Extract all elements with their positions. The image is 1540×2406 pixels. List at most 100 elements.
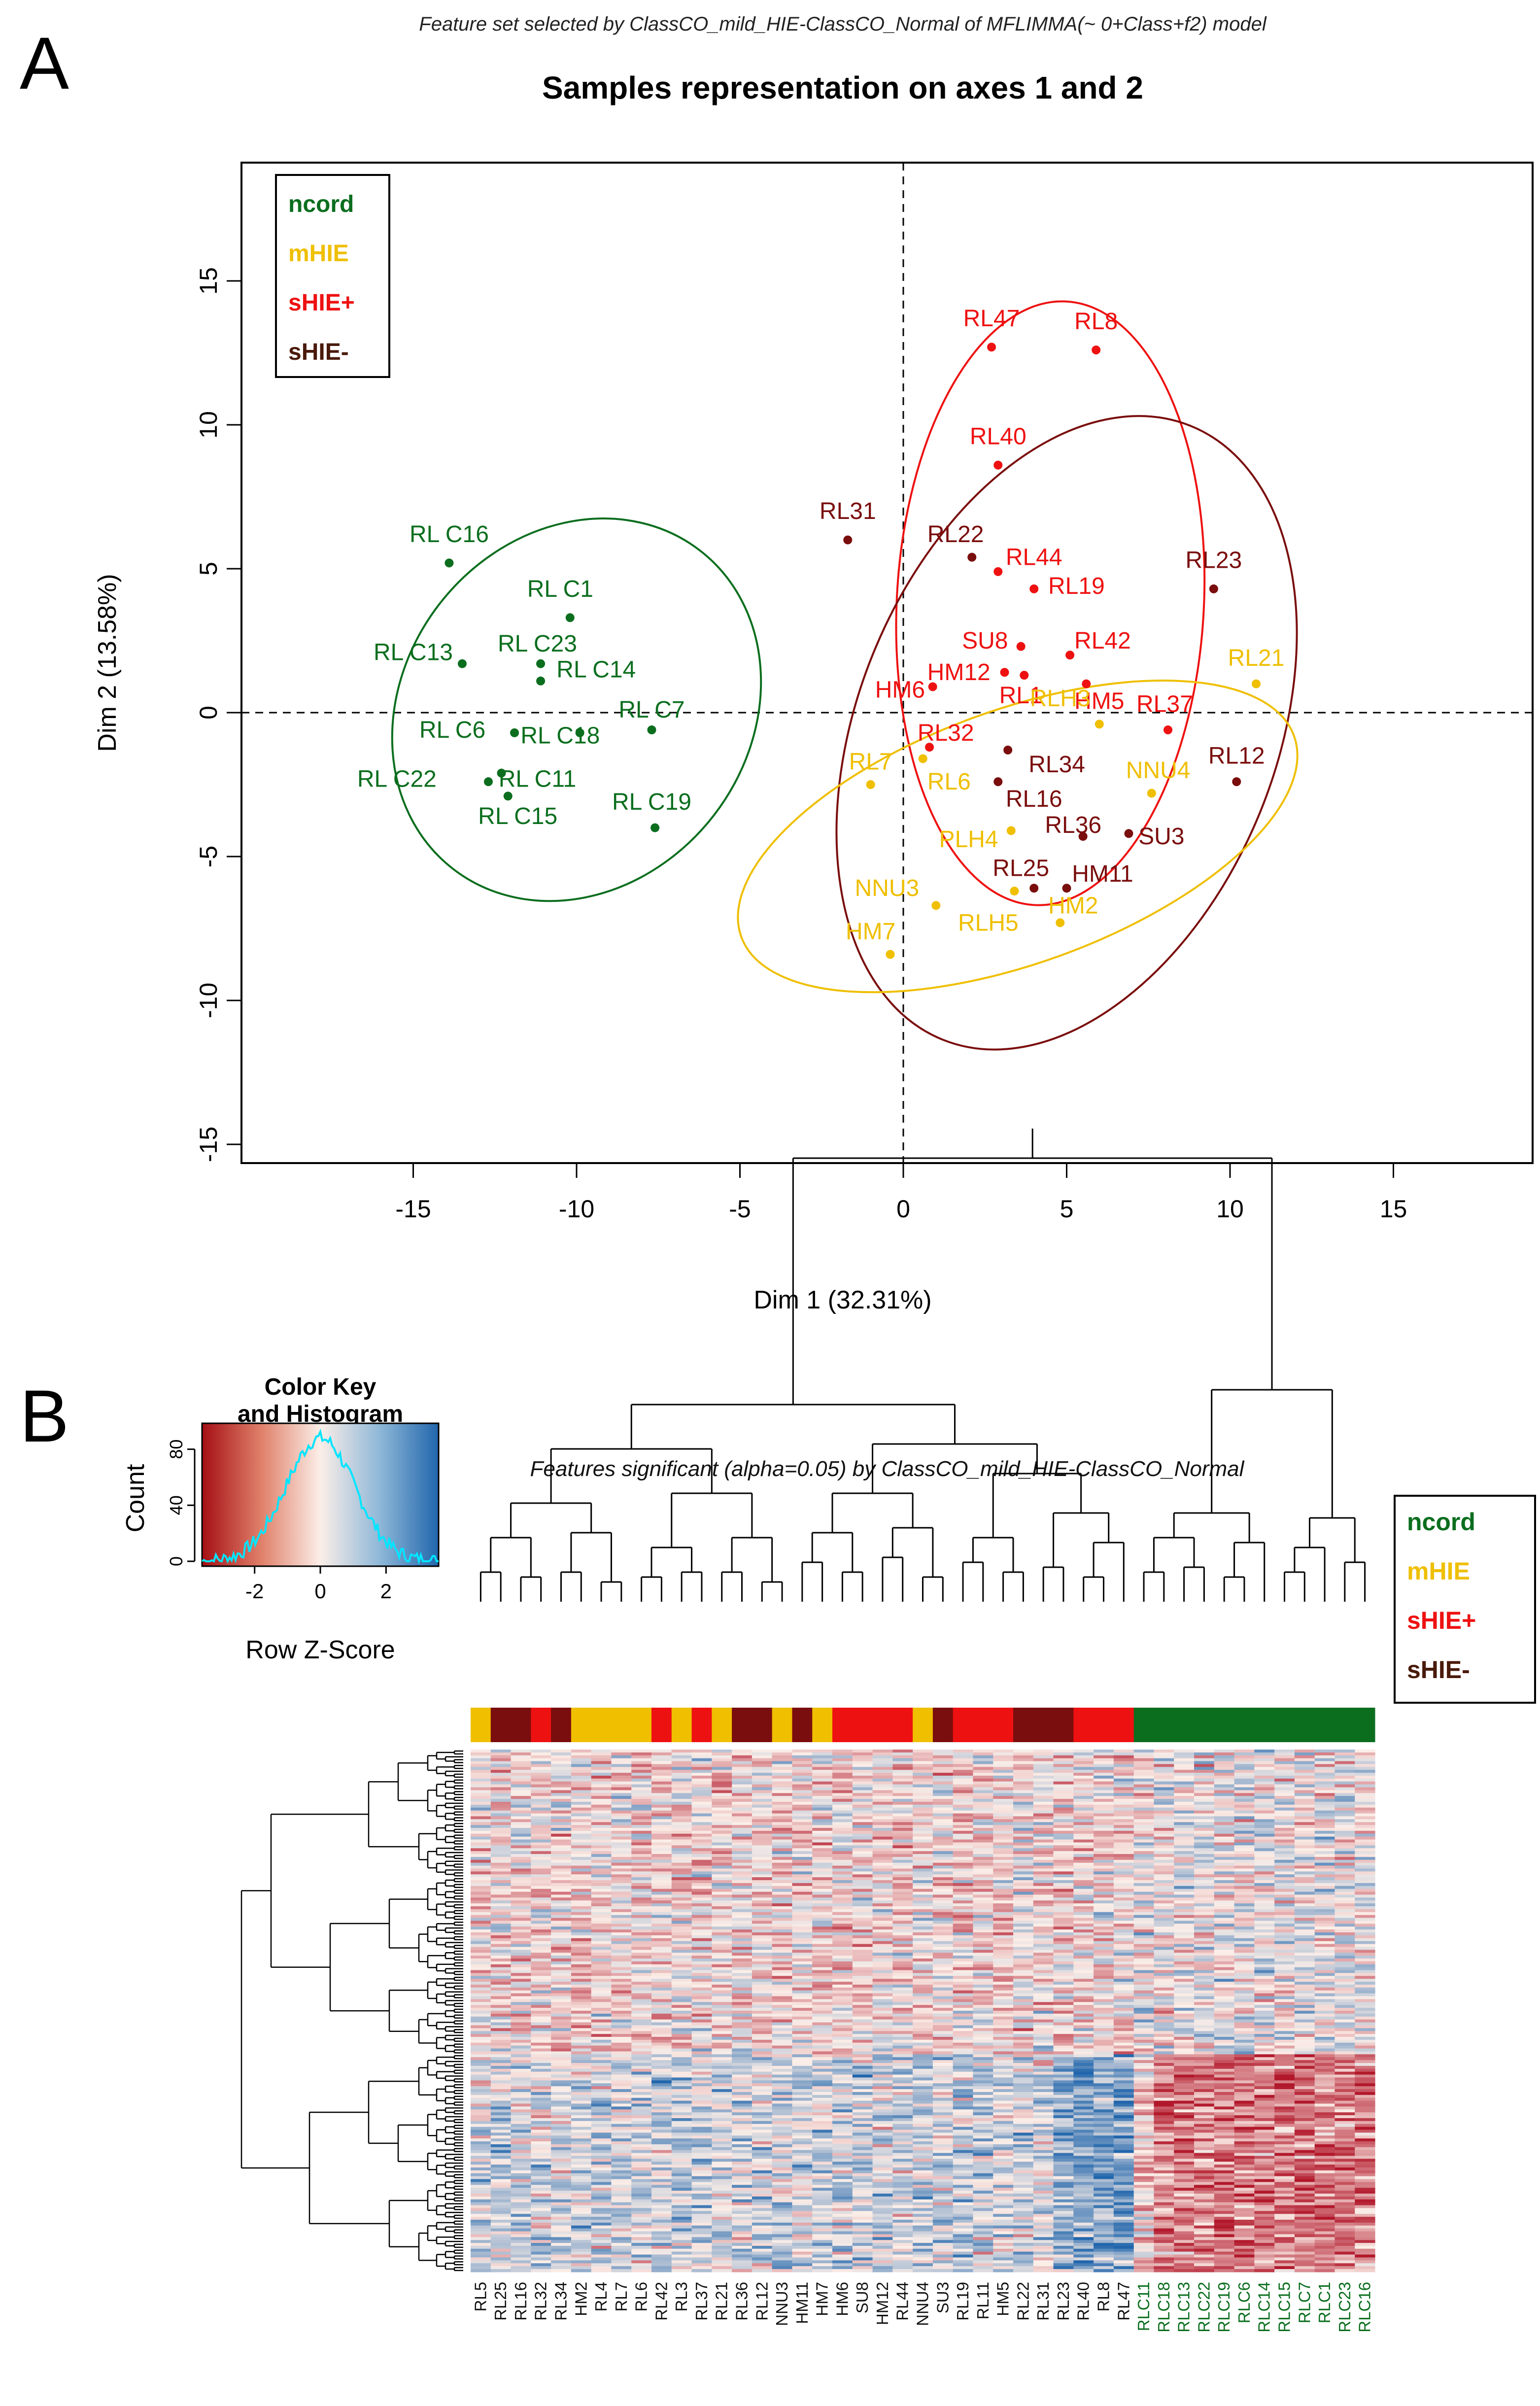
- heatmap-cell: [490, 1865, 512, 1869]
- heatmap-cell: [812, 2008, 833, 2011]
- heatmap-cell: [732, 1912, 753, 1916]
- heatmap-cell: [752, 1950, 773, 1953]
- heatmap-cell: [531, 1976, 551, 1979]
- heatmap-cell: [471, 1807, 491, 1811]
- heatmap-cell: [490, 2031, 512, 2034]
- heatmap-cell: [1274, 1874, 1295, 1878]
- heatmap-cell: [551, 1973, 572, 1976]
- heatmap-cell: [1214, 1999, 1235, 2002]
- heatmap-cell: [892, 1961, 913, 1965]
- heatmap-cell: [852, 1915, 873, 1919]
- heatmap-cell: [1053, 1967, 1074, 1971]
- heatmap-cell: [792, 1909, 813, 1913]
- heatmap-cell: [732, 1926, 753, 1930]
- heatmap-cell: [832, 2013, 853, 2017]
- heatmap-cell: [490, 1950, 512, 1953]
- heatmap-cell: [1234, 1784, 1255, 1788]
- heatmap-cell: [1335, 1790, 1355, 1793]
- heatmap-cell: [812, 2042, 833, 2046]
- heatmap-cell: [471, 1947, 491, 1950]
- heatmap-cell: [611, 1813, 632, 1817]
- heatmap-cell: [792, 2045, 813, 2049]
- heatmap-cell: [852, 1906, 873, 1910]
- heatmap-cell: [1113, 1856, 1134, 1860]
- heatmap-cell: [993, 2039, 1014, 2043]
- heatmap-cell: [932, 1961, 954, 1965]
- group-bar-cell: [752, 1708, 773, 1742]
- heatmap-cell: [993, 1973, 1014, 1976]
- heatmap-cell: [1053, 2031, 1074, 2034]
- heatmap-cell: [712, 1912, 732, 1916]
- heatmap-cell: [1335, 1822, 1355, 1825]
- heatmap-cell: [932, 1964, 954, 1968]
- heatmap-cell: [1314, 2002, 1335, 2005]
- heatmap-cell: [1033, 1959, 1054, 1962]
- heatmap-cell: [932, 1804, 954, 1808]
- heatmap-cell: [691, 1956, 712, 1959]
- heatmap-cell: [712, 1752, 732, 1756]
- heatmap-cell: [832, 1764, 853, 1767]
- heatmap-cell: [1335, 1856, 1355, 1860]
- heatmap-cell: [872, 1918, 893, 1922]
- heatmap-cell: [752, 1813, 773, 1817]
- heatmap-cell: [1214, 1996, 1235, 2000]
- heatmap-cell: [1314, 2037, 1335, 2040]
- heatmap-cell: [691, 2005, 712, 2008]
- heatmap-cell: [772, 1842, 793, 1846]
- heatmap-cell: [712, 1999, 732, 2002]
- heatmap-cell: [1053, 1842, 1074, 1846]
- heatmap-cell: [1113, 2013, 1134, 2017]
- heatmap-cell: [892, 1987, 913, 1991]
- heatmap-cell: [591, 1830, 612, 1834]
- heatmap-cell: [1113, 2042, 1134, 2046]
- heatmap-cell: [1234, 1897, 1255, 1901]
- heatmap-cell: [651, 1816, 672, 1820]
- heatmap-cell: [892, 1784, 913, 1788]
- heatmap-cell: [1174, 1776, 1195, 1779]
- heatmap-cell: [832, 1822, 853, 1825]
- heatmap-cell: [1194, 1773, 1215, 1776]
- heatmap-cell: [511, 1874, 531, 1878]
- heatmap-cell: [490, 1819, 512, 1822]
- heatmap-cell: [1013, 1964, 1034, 1968]
- heatmap-cell: [511, 1767, 531, 1770]
- heatmap-cell: [1073, 1982, 1094, 1985]
- heatmap-cell: [631, 1956, 652, 1959]
- heatmap-cell: [1154, 2037, 1174, 2040]
- heatmap-cell: [872, 1859, 893, 1863]
- heatmap-cell: [1234, 1990, 1255, 1994]
- heatmap-cell: [1053, 2034, 1074, 2037]
- heatmap-cell: [812, 1854, 833, 1857]
- heatmap-cell: [932, 1862, 954, 1866]
- heatmap-cell: [1335, 1967, 1355, 1971]
- heatmap-cell: [953, 1897, 974, 1901]
- heatmap-cell: [812, 1825, 833, 1828]
- heatmap-cell: [1314, 1886, 1335, 1890]
- heatmap-cell: [1013, 1912, 1034, 1916]
- heatmap-cell: [772, 2013, 793, 2017]
- heatmap-cell: [1214, 1979, 1235, 1982]
- heatmap-cell: [712, 2011, 732, 2014]
- heatmap-cell: [932, 1854, 954, 1857]
- heatmap-cell: [1113, 1979, 1134, 1982]
- heatmap-cell: [1133, 1953, 1155, 1956]
- heatmap-cell: [531, 1862, 551, 1866]
- heatmap-cell: [1113, 2039, 1134, 2043]
- heatmap-cell: [993, 1877, 1014, 1881]
- heatmap-cell: [913, 1787, 933, 1791]
- heatmap-cell: [591, 1856, 612, 1860]
- heatmap-cell: [511, 1790, 531, 1793]
- heatmap-cell: [1314, 1810, 1335, 1814]
- heatmap-cell: [471, 2005, 491, 2008]
- group-bar-cell: [591, 1708, 612, 1742]
- heatmap-cell: [712, 1889, 732, 1892]
- heatmap-cell: [852, 1947, 873, 1950]
- heatmap-cell: [812, 1804, 833, 1808]
- heatmap-cell: [973, 1816, 993, 1820]
- heatmap-cell: [551, 1862, 572, 1866]
- heatmap-cell: [1154, 1752, 1174, 1756]
- heatmap-cell: [752, 1799, 773, 1802]
- heatmap-cell: [832, 1804, 853, 1808]
- heatmap-cell: [1113, 2022, 1134, 2026]
- heatmap-cell: [1314, 1793, 1335, 1796]
